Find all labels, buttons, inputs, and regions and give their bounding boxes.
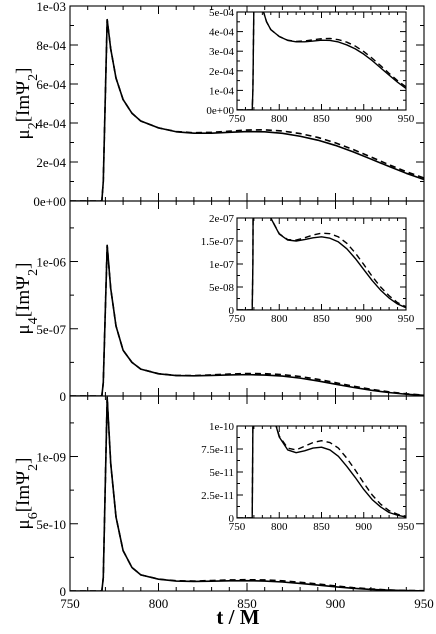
mu6-inset-y-tick-label: 0 [229,513,235,525]
x-axis-title: t / M [216,605,259,629]
mu6-inset-x-tick-label: 750 [229,521,246,533]
mu2-inset-series-solid [237,12,406,110]
mu6-inset-y-tick-label: 7.5e-11 [201,444,234,456]
mu2-y-tick-label: 6e-04 [36,77,66,92]
mu2-inset-y-tick-label: 1e-04 [209,85,235,97]
mu2-inset-axes: 750 800 850 900 950 0e+00 1e-04 2e-04 3e-04 4e-04… [206,7,415,125]
mu6-x-tick-label: 900 [326,596,346,611]
mu4-inset-x-tick-label: 750 [229,313,246,325]
mu4-y-axis-title: μ4[ImΨ2] [13,263,41,335]
mu4-inset-y-tick-label: 1.5e-07 [201,236,235,248]
mu6-series-dashed [70,396,424,591]
mu2-y-axis-title: μ2[ImΨ2] [13,68,41,140]
mu2-inset-x-tick-label: 900 [356,113,373,125]
mu6-inset-series-dashed [237,426,406,518]
mu4-inset-y-tick-label: 0 [229,305,235,317]
mu6-inset-x-tick-label: 800 [271,521,288,533]
mu4-inset-frame [236,217,407,311]
mu6-y-axis-title: μ6[ImΨ2] [13,458,41,530]
mu2-y-tick-label: 8e-04 [36,38,66,53]
mu4-inset-y-tick-label: 1e-07 [209,259,235,271]
mu6-inset-y-tick-label: 2.5e-11 [201,490,234,502]
mu6-x-tick-label: 800 [149,596,169,611]
mu2-y-tick-label: 0e+00 [33,194,66,209]
mu4-inset-y-tick-label: 2e-07 [209,213,235,225]
mu6-y-tick-label: 0 [60,584,67,599]
mu2-inset-y-tick-label: 2e-04 [209,66,235,78]
mu6-y-tick-label: 5e-10 [36,517,66,532]
mu2-inset-y-tick-label: 4e-04 [209,27,235,39]
mu6-x-tick-label: 850 [237,596,257,611]
mu4-y-tick-label: 0 [60,389,67,404]
mu4-series-dashed [70,244,424,396]
mu4-inset-x-tick-label: 900 [356,313,373,325]
mu4-inset-series-solid [237,218,406,310]
mu6-x-tick-label: 950 [414,596,434,611]
mu2-y-tick-label: 2e-04 [36,155,66,170]
mu6-inset-x-tick-label: 950 [398,521,415,533]
mu2-inset-x-tick-label: 850 [313,113,330,125]
mu2-inset-y-tick-label: 5e-04 [209,7,235,19]
mu6-inset-axes: 750 800 850 900 950 0 2.5e-11 5e-11 7.5e-11 1e-10 [201,421,415,533]
mu2-inset-frame [236,11,407,111]
mu2-inset-x-tick-label: 950 [398,113,415,125]
mu2-inset-y-tick-label: 3e-04 [209,46,235,58]
mu4-inset-x-tick-label: 850 [313,313,330,325]
mu4-inset-axes: 750 800 850 900 950 0 5e-08 1e-07 1.5e-07 2e-07 [201,213,415,325]
mu4-y-tick-label: 1e-06 [36,255,66,270]
mu6-y-tick-label: 1e-09 [36,450,66,465]
mu2-y-tick-label: 4e-04 [36,116,66,131]
mu4-inset-x-tick-label: 950 [398,313,415,325]
mu4-inset-x-tick-label: 800 [271,313,288,325]
mu6-inset-x-tick-label: 850 [313,521,330,533]
mu2-inset-x-tick-label: 800 [271,113,288,125]
mu4-inset-y-tick-label: 5e-08 [209,282,235,294]
mu6-x-tick-label: 750 [60,596,80,611]
mu2-inset-x-tick-label: 750 [229,113,246,125]
mu2-inset-y-tick-label: 0e+00 [206,105,234,117]
mu6-inset-x-tick-label: 900 [356,521,373,533]
mu2-series-dashed [70,18,424,201]
mu2-axes: 0e+00 2e-04 4e-04 6e-04 8e-04 1e-03 μ2[ImΨ2] [13,0,425,209]
plot-layer: 0e+00 2e-04 4e-04 6e-04 8e-04 1e-03 μ2[ImΨ2] 75… [13,0,434,611]
mu2-y-tick-label: 1e-03 [36,0,66,14]
mu4-y-tick-label: 5e-07 [36,322,66,337]
mu6-inset-series-solid [237,426,406,518]
mu2-inset-series-dashed [237,12,406,110]
mu6-inset-y-tick-label: 1e-10 [209,421,235,433]
mu6-inset-y-tick-label: 5e-11 [209,467,234,479]
